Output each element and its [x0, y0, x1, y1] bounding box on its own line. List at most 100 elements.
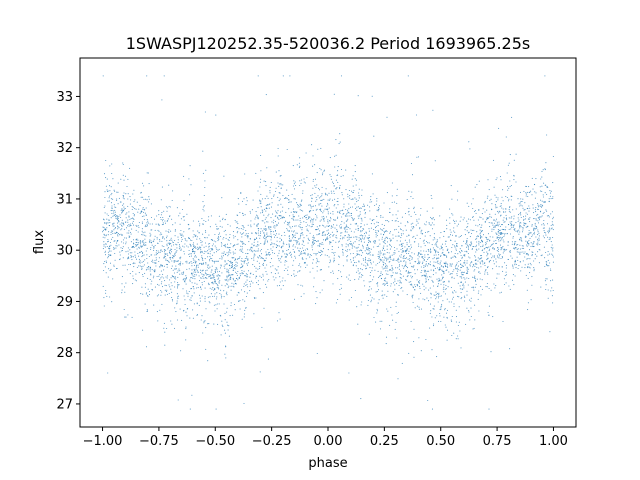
data-point — [119, 223, 121, 225]
data-point — [211, 282, 213, 284]
data-point — [242, 214, 244, 216]
data-point — [476, 231, 478, 233]
data-point — [369, 210, 371, 212]
data-point — [166, 327, 168, 330]
data-point — [353, 259, 355, 261]
data-point — [240, 289, 243, 291]
data-point — [201, 270, 203, 272]
data-point — [242, 242, 244, 244]
data-point — [379, 250, 381, 252]
data-point — [106, 218, 108, 220]
data-point — [363, 203, 365, 205]
data-point — [290, 201, 292, 203]
data-point — [352, 198, 354, 200]
data-point — [201, 277, 203, 279]
data-point — [432, 218, 434, 220]
data-point — [205, 220, 207, 223]
data-point — [497, 256, 499, 258]
data-point — [280, 217, 282, 220]
data-point — [452, 296, 454, 298]
data-point — [514, 241, 516, 243]
data-point — [170, 282, 172, 284]
data-point — [449, 208, 451, 210]
data-point — [169, 215, 171, 217]
data-point — [358, 217, 360, 219]
data-point — [431, 279, 433, 281]
data-point — [377, 206, 380, 208]
data-point — [544, 265, 546, 268]
data-point — [163, 251, 166, 253]
data-point — [203, 246, 205, 248]
data-point — [142, 196, 144, 198]
data-point — [209, 242, 211, 245]
data-point — [114, 209, 116, 211]
data-point — [172, 255, 174, 257]
data-point — [289, 215, 291, 217]
data-point — [360, 239, 363, 241]
data-point — [549, 237, 551, 239]
data-point — [411, 191, 413, 193]
data-point — [226, 321, 228, 323]
data-point — [253, 241, 255, 243]
data-point — [242, 225, 244, 227]
data-point — [466, 290, 468, 292]
data-point — [347, 249, 349, 251]
data-point — [535, 207, 537, 209]
data-point — [192, 247, 194, 249]
data-point — [226, 277, 228, 279]
data-point — [513, 215, 515, 217]
data-point — [510, 184, 512, 187]
data-point — [188, 237, 190, 239]
data-point — [121, 204, 124, 206]
data-point — [522, 260, 524, 262]
data-point — [199, 225, 201, 227]
data-point — [552, 261, 554, 263]
data-point — [400, 277, 402, 279]
data-point — [150, 274, 152, 276]
data-point — [141, 228, 143, 230]
data-point — [347, 234, 349, 236]
data-point — [208, 245, 210, 247]
data-point — [270, 237, 272, 239]
data-point — [171, 218, 173, 220]
data-point — [200, 242, 202, 244]
data-point — [139, 243, 141, 245]
data-point — [239, 267, 242, 269]
data-point — [122, 195, 124, 197]
data-point — [210, 215, 212, 217]
data-point — [449, 234, 452, 236]
data-point — [215, 247, 217, 249]
data-point — [315, 209, 317, 211]
data-point — [247, 232, 249, 235]
data-point — [437, 320, 440, 322]
data-point — [474, 275, 476, 277]
data-point — [328, 232, 330, 234]
data-point — [213, 295, 215, 297]
data-point — [528, 218, 530, 220]
data-point — [270, 206, 273, 208]
data-point — [356, 236, 358, 238]
data-point — [198, 231, 200, 234]
data-point — [147, 220, 149, 222]
data-point — [468, 311, 470, 313]
data-point — [321, 199, 323, 202]
data-point — [140, 192, 142, 194]
data-point — [196, 243, 198, 245]
data-point — [199, 223, 201, 225]
data-point — [417, 156, 420, 158]
data-point — [116, 198, 118, 200]
data-point — [138, 246, 140, 248]
data-point — [197, 287, 199, 289]
data-point — [360, 304, 362, 306]
data-point — [224, 253, 226, 255]
data-point — [295, 232, 297, 234]
data-point — [273, 194, 275, 196]
data-point — [264, 240, 266, 242]
data-point — [446, 256, 448, 258]
data-point — [350, 223, 352, 225]
data-point — [365, 252, 368, 254]
data-point — [174, 268, 176, 270]
data-point — [381, 238, 383, 240]
data-point — [499, 225, 501, 227]
data-point — [452, 270, 454, 273]
